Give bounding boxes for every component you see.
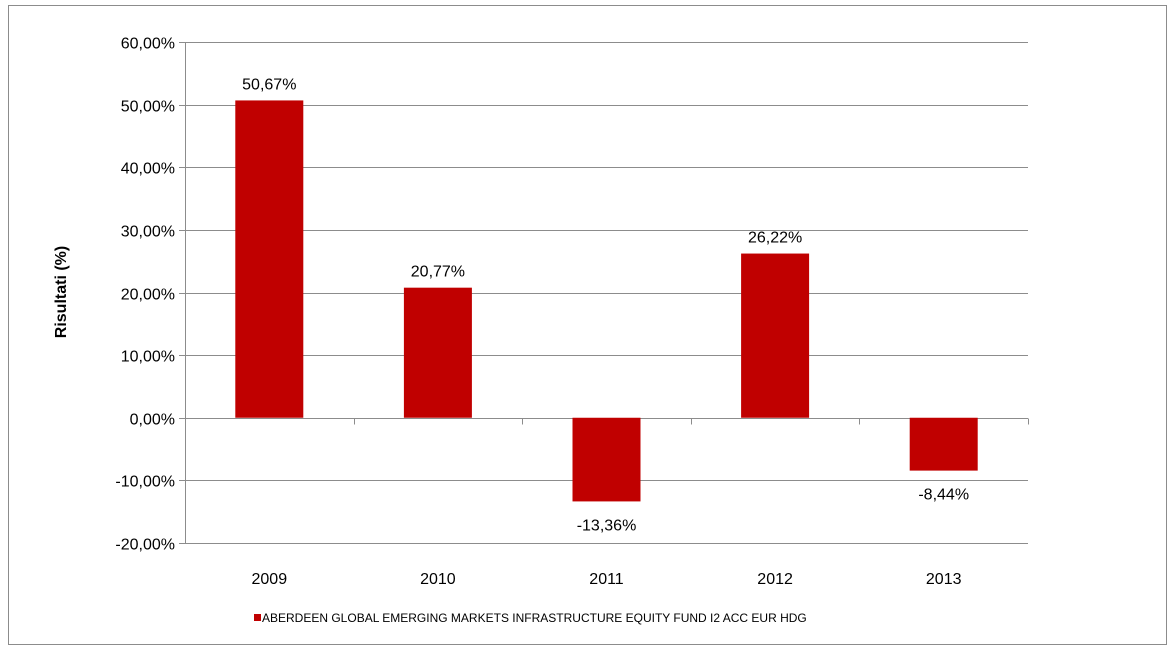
y-tick-label: 50,00%	[121, 99, 175, 116]
chart-area	[8, 5, 1167, 645]
y-tick-label: 20,00%	[121, 287, 175, 304]
y-tick-label: -10,00%	[115, 474, 175, 491]
bars	[235, 100, 978, 502]
bar-2012	[741, 253, 810, 418]
gridlines	[185, 42, 1028, 544]
data-label: -8,44%	[918, 487, 969, 504]
bar-2011	[572, 417, 641, 502]
y-axis-title: Risultati (%)	[53, 246, 70, 338]
y-tick-label: 30,00%	[121, 224, 175, 241]
x-tick-label: 2012	[757, 571, 793, 588]
bar-2009	[235, 100, 304, 418]
x-tick-label: 2011	[589, 571, 624, 588]
data-label: 50,67%	[242, 76, 296, 93]
legend-swatch	[254, 614, 261, 621]
x-tick-label: 2009	[252, 571, 288, 588]
data-label: -13,36%	[577, 517, 637, 534]
tick-labels: 60,00% 50,00% 40,00% 30,00% 20,00% 10,00% 0,00…	[115, 36, 961, 589]
y-tick-label: 40,00%	[121, 161, 175, 178]
legend-series-label: ABERDEEN GLOBAL EMERGING MARKETS INFRAST…	[262, 611, 807, 625]
y-tick-label: 10,00%	[121, 349, 175, 366]
x-tick-label: 2010	[420, 571, 456, 588]
data-label: 26,22%	[748, 230, 802, 247]
legend: ABERDEEN GLOBAL EMERGING MARKETS INFRAST…	[254, 611, 807, 625]
data-label: 20,77%	[411, 264, 465, 281]
bar-2013	[909, 417, 978, 471]
y-tick-label: 0,00%	[130, 412, 175, 429]
bar-2010	[403, 287, 472, 418]
y-tick-label: -20,00%	[115, 537, 175, 554]
y-tick-label: 60,00%	[121, 36, 175, 53]
data-labels: 50,67% 20,77% -13,36% 26,22% -8,44%	[242, 76, 969, 534]
x-tick-label: 2013	[926, 571, 962, 588]
